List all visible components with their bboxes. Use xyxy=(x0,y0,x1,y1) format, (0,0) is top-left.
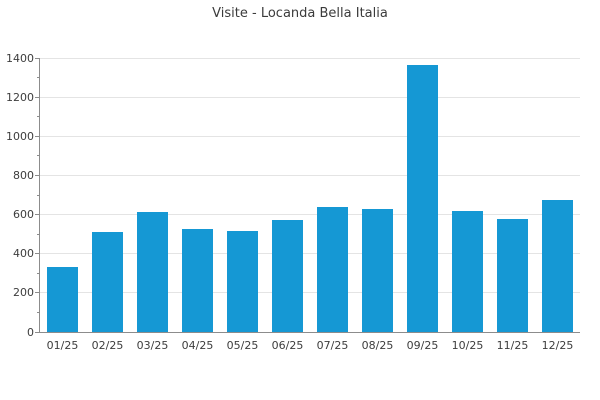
plot-area xyxy=(40,57,580,332)
y-tick-label: 200 xyxy=(13,286,34,300)
y-major-tick xyxy=(35,331,39,333)
y-tick-label: 1400 xyxy=(6,51,34,65)
y-major-tick xyxy=(35,253,39,255)
gridline xyxy=(40,135,580,137)
x-tick-label: 09/25 xyxy=(406,339,439,352)
x-tick-label: 10/25 xyxy=(451,339,484,352)
y-major-tick xyxy=(35,174,39,176)
x-tick-label: 03/25 xyxy=(136,339,169,352)
x-tick-label: 02/25 xyxy=(91,339,124,352)
x-tick-label: 05/25 xyxy=(226,339,259,352)
y-minor-tick xyxy=(37,155,39,157)
y-tick-label: 1000 xyxy=(6,129,34,143)
bar xyxy=(227,231,258,332)
y-major-tick xyxy=(35,57,39,59)
bar xyxy=(137,211,168,332)
chart-title: Visite - Locanda Bella Italia xyxy=(212,6,388,21)
x-tick-label: 01/25 xyxy=(46,339,79,352)
x-tick-label: 06/25 xyxy=(271,339,304,352)
bar xyxy=(497,219,528,332)
bar xyxy=(317,206,348,332)
y-major-tick xyxy=(35,135,39,137)
gridline xyxy=(40,174,580,176)
bar xyxy=(542,199,573,332)
bar xyxy=(407,64,438,332)
bar xyxy=(272,220,303,332)
bar xyxy=(92,232,123,332)
y-tick-label: 0 xyxy=(27,325,34,339)
y-major-tick xyxy=(35,214,39,216)
gridline xyxy=(40,214,580,216)
x-tick-label: 08/25 xyxy=(361,339,394,352)
gridline xyxy=(40,57,580,59)
bar xyxy=(47,267,78,332)
bar xyxy=(452,210,483,332)
y-tick-label: 400 xyxy=(13,247,34,261)
gridline xyxy=(40,253,580,255)
x-tick-label: 11/25 xyxy=(496,339,529,352)
y-minor-tick xyxy=(37,233,39,235)
y-tick-label: 1200 xyxy=(6,90,34,104)
y-minor-tick xyxy=(37,116,39,118)
y-minor-tick xyxy=(37,311,39,313)
y-minor-tick xyxy=(37,272,39,274)
gridline xyxy=(40,96,580,98)
y-major-tick xyxy=(35,96,39,98)
bar xyxy=(362,208,393,332)
x-tick-label: 07/25 xyxy=(316,339,349,352)
y-axis-line xyxy=(39,58,40,333)
gridline xyxy=(40,292,580,294)
x-tick-label: 12/25 xyxy=(541,339,574,352)
bar xyxy=(182,229,213,332)
y-minor-tick xyxy=(37,77,39,79)
y-minor-tick xyxy=(37,194,39,196)
y-tick-label: 600 xyxy=(13,208,34,222)
y-major-tick xyxy=(35,292,39,294)
x-tick-label: 04/25 xyxy=(181,339,214,352)
y-tick-label: 800 xyxy=(13,168,34,182)
x-axis-line xyxy=(39,332,580,333)
